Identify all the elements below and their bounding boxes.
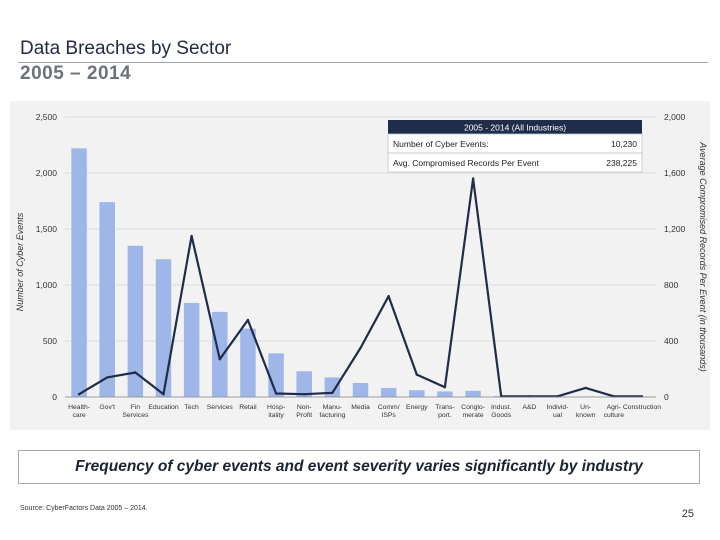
event-count-bar (409, 390, 425, 397)
avg-records-point (359, 346, 362, 350)
event-count-bar (465, 390, 481, 397)
chart-panel: 0 0 500 400 1,000 800 1,500 1,200 2,000 1,600 2,50… (10, 101, 710, 430)
avg-records-point (106, 376, 109, 379)
right-tick-label: 2,000 (664, 112, 686, 122)
slide-title: Data Breaches by Sector (20, 38, 232, 59)
event-count-bar (71, 148, 87, 397)
right-tick-label: 800 (664, 280, 678, 290)
page-number: 25 (681, 508, 694, 520)
avg-records-point (415, 373, 418, 376)
summary-row-value: 10,230 (611, 139, 637, 149)
category-label: Non-Profit (296, 404, 312, 419)
event-count-bar (99, 202, 115, 397)
category-label: Trans-port. (435, 404, 454, 419)
right-tick-label: 1,200 (664, 224, 686, 234)
category-label: Fin Services (122, 404, 149, 419)
breach-chart: 0 0 500 400 1,000 800 1,500 1,200 2,000 1,600 2,50… (15, 112, 708, 419)
summary-row-label: Avg. Compromised Records Per Event (393, 158, 539, 168)
avg-records-point (274, 392, 278, 395)
left-tick-label: 2,500 (36, 112, 58, 122)
left-axis-title: Number of Cyber Events (15, 212, 25, 311)
category-label: Un-known (576, 404, 596, 419)
category-label: Media (351, 404, 370, 411)
category-label: Retail (239, 404, 257, 411)
avg-records-point (331, 391, 334, 394)
summary-row-value: 238,225 (606, 158, 637, 168)
category-label: Individ-ual (547, 404, 569, 419)
summary-header: 2005 - 2014 (All Industries) (464, 123, 566, 133)
avg-records-point (134, 371, 137, 374)
avg-records-point (387, 295, 390, 298)
avg-records-point (190, 234, 193, 238)
banner-text: Frequency of cyber events and event seve… (75, 458, 643, 475)
category-label: Energy (406, 404, 428, 411)
left-tick-label: 2,000 (36, 168, 58, 178)
right-tick-label: 0 (664, 392, 669, 402)
category-label: Conglo-merate (461, 404, 485, 419)
category-label: Manu-facturing (319, 404, 345, 419)
event-count-bar (183, 302, 200, 397)
slide-subtitle: 2005 – 2014 (20, 63, 132, 84)
source-note: Source: CyberFactors Data 2005 – 2014. (20, 505, 148, 512)
avg-records-point (246, 318, 250, 322)
avg-records-point (443, 386, 447, 389)
left-tick-label: 500 (43, 336, 57, 346)
left-tick-label: 0 (52, 392, 57, 402)
category-label: Agri-culture (604, 404, 625, 419)
event-count-bar (296, 371, 312, 397)
left-tick-label: 1,000 (36, 280, 58, 290)
category-label: A&D (522, 404, 536, 411)
avg-records-point (471, 177, 475, 180)
summary-row-label: Number of Cyber Events: (393, 139, 488, 149)
event-count-bar (127, 245, 144, 397)
right-tick-label: 400 (664, 336, 678, 346)
event-count-bar (437, 391, 453, 397)
avg-records-point (303, 393, 306, 396)
event-count-bar (155, 259, 172, 397)
category-label: Hosp-itality (267, 404, 285, 419)
category-label: Construction (623, 404, 661, 411)
category-label: Indust. Goods (491, 404, 512, 419)
category-label: Comm/ISPs (378, 404, 400, 419)
left-tick-label: 1,500 (36, 224, 58, 234)
title-divider (18, 62, 708, 63)
event-count-bar (240, 328, 256, 397)
summary-header-bg (388, 120, 642, 134)
category-label: Tech (184, 404, 199, 411)
avg-records-point (218, 358, 221, 361)
category-label: Education (148, 404, 178, 411)
key-takeaway-banner: Frequency of cyber events and event seve… (18, 450, 700, 484)
right-tick-label: 1,600 (664, 168, 686, 178)
category-label: Health-care (68, 404, 90, 419)
avg-records-point (162, 393, 165, 396)
avg-records-point (77, 393, 81, 396)
avg-records-point (584, 386, 587, 390)
summary-row (387, 152, 643, 173)
category-label: Services (207, 404, 234, 411)
event-count-bar (352, 383, 369, 397)
right-axis-title: Average Compromised Records Per Event (i… (698, 141, 708, 371)
category-label: Gov't (99, 404, 115, 411)
event-count-bar (380, 388, 397, 397)
